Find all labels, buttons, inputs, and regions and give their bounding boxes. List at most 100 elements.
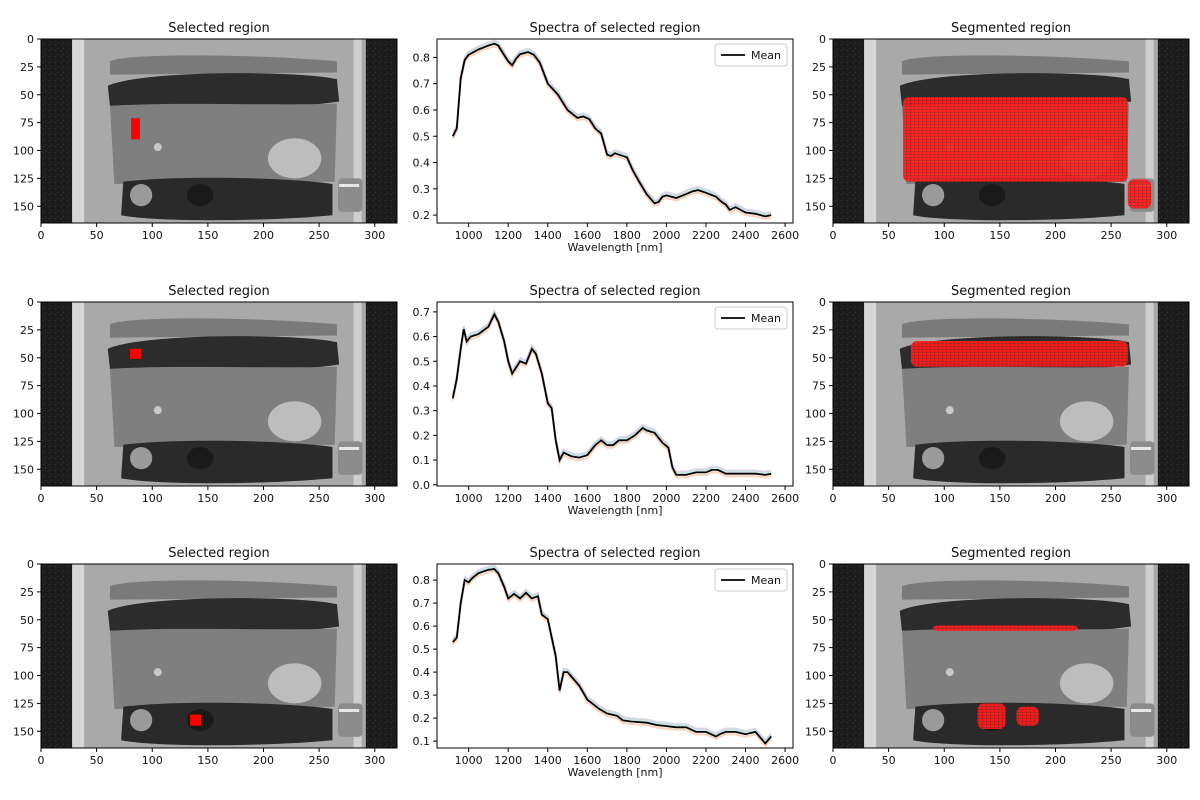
x-tick-label: 250 bbox=[1101, 229, 1122, 242]
dark-sample-band bbox=[107, 73, 340, 108]
x-tick-label: 300 bbox=[364, 492, 385, 505]
plate-edge-right bbox=[353, 564, 362, 748]
y-tick-label: 125 bbox=[805, 435, 826, 448]
y-tick-label: 0.4 bbox=[413, 666, 431, 679]
x-tick-label: 250 bbox=[1101, 754, 1122, 767]
y-tick-label: 0.2 bbox=[413, 429, 431, 442]
x-tick-label: 300 bbox=[1156, 754, 1177, 767]
y-tick-label: 25 bbox=[812, 324, 826, 337]
x-tick-label: 1200 bbox=[494, 492, 522, 505]
y-tick-label: 50 bbox=[20, 89, 34, 102]
y-tick-label: 150 bbox=[805, 463, 826, 476]
chip-glare bbox=[339, 446, 360, 450]
x-tick-label: 200 bbox=[1045, 492, 1066, 505]
y-tick-label: 0.5 bbox=[413, 355, 431, 368]
y-tick-label: 0.8 bbox=[413, 574, 431, 587]
plate-edge-right bbox=[353, 302, 362, 486]
legend-box bbox=[714, 306, 788, 330]
x-tick-label: 1800 bbox=[613, 754, 641, 767]
x-tick-label: 2000 bbox=[652, 492, 680, 505]
top-sample-band bbox=[901, 55, 1129, 75]
segmented-region-panel: Segmented region 0 50 100 150 200 250 300 0 25 50 7… bbox=[805, 21, 1190, 242]
y-tick-label: 125 bbox=[13, 435, 34, 448]
bottom-dark-blob bbox=[978, 183, 1006, 207]
side-sample-chip bbox=[1130, 441, 1155, 475]
x-tick-label: 200 bbox=[253, 229, 274, 242]
y-tick-label: 0.6 bbox=[413, 104, 431, 117]
x-tick-label: 150 bbox=[989, 492, 1010, 505]
selected-region-panel: Selected region 0 50 100 150 200 250 300 0 25 50 75… bbox=[13, 546, 398, 767]
bottom-dark-blob bbox=[186, 446, 214, 470]
y-tick-label: 0.6 bbox=[413, 620, 431, 633]
white-dot bbox=[153, 406, 162, 415]
y-tick-label: 50 bbox=[20, 352, 34, 365]
x-axis-label: Wavelength [nm] bbox=[567, 241, 662, 254]
bright-patch bbox=[267, 401, 322, 442]
spectra-title: Spectra of selected region bbox=[530, 21, 701, 36]
y-tick-label: 0.3 bbox=[413, 183, 431, 196]
y-tick-label: 125 bbox=[805, 697, 826, 710]
legend: Mean bbox=[714, 43, 788, 67]
y-tick-label: 125 bbox=[805, 172, 826, 185]
white-dot bbox=[945, 406, 954, 415]
y-tick-label: 100 bbox=[13, 145, 34, 158]
spectra-panel: Spectra of selected region 1000 1200 1400 16… bbox=[413, 21, 800, 254]
x-tick-label: 50 bbox=[882, 492, 896, 505]
pixel-spectra-band bbox=[452, 566, 772, 743]
x-tick-label: 250 bbox=[309, 229, 330, 242]
pixel-spectra-band bbox=[451, 45, 772, 220]
spectra-panel: Spectra of selected region 1000 1200 1400 16… bbox=[413, 284, 800, 517]
selection-box bbox=[131, 118, 141, 140]
y-tick-label: 0.3 bbox=[413, 689, 431, 702]
y-tick-label: 0.4 bbox=[413, 157, 431, 170]
x-tick-label: 250 bbox=[309, 754, 330, 767]
segmented-region-panel: Segmented region 0 50 100 150 200 250 300 0 25 50 7… bbox=[805, 284, 1190, 505]
y-tick-label: 100 bbox=[805, 145, 826, 158]
x-axis-label: Wavelength [nm] bbox=[567, 766, 662, 779]
x-tick-label: 2200 bbox=[692, 754, 720, 767]
y-tick-label: 0.7 bbox=[413, 306, 431, 319]
x-tick-label: 200 bbox=[253, 754, 274, 767]
spectra-panel: Spectra of selected region 1000 1200 1400 16… bbox=[413, 546, 800, 779]
plate-edge-right bbox=[1145, 564, 1154, 748]
y-tick-label: 0.3 bbox=[413, 405, 431, 418]
bright-patch bbox=[267, 138, 322, 179]
y-tick-label: 0.5 bbox=[413, 130, 431, 143]
x-tick-label: 50 bbox=[882, 754, 896, 767]
x-tick-label: 1800 bbox=[613, 492, 641, 505]
plate-edge-left bbox=[864, 564, 877, 748]
bright-patch bbox=[267, 663, 322, 704]
selected-region-panel: Selected region 0 50 100 150 200 250 300 0 25 50 75… bbox=[13, 284, 398, 505]
plot-area bbox=[436, 563, 794, 749]
x-tick-label: 1400 bbox=[534, 492, 562, 505]
x-tick-label: 100 bbox=[142, 492, 163, 505]
top-sample-band bbox=[901, 318, 1129, 338]
image-frame bbox=[40, 301, 398, 487]
top-sample-band bbox=[109, 55, 337, 75]
y-tick-label: 0.7 bbox=[413, 597, 431, 610]
legend-box bbox=[714, 43, 788, 67]
x-tick-label: 1400 bbox=[534, 754, 562, 767]
pixel-spectra-band bbox=[452, 309, 772, 473]
y-tick-label: 25 bbox=[20, 61, 34, 74]
x-tick-label: 1200 bbox=[494, 754, 522, 767]
legend-label: Mean bbox=[751, 49, 781, 62]
spectra-title: Spectra of selected region bbox=[530, 546, 701, 561]
spectra-title: Spectra of selected region bbox=[530, 284, 701, 299]
x-tick-label: 100 bbox=[142, 229, 163, 242]
dark-sample-band bbox=[899, 598, 1132, 633]
y-tick-label: 25 bbox=[812, 61, 826, 74]
y-tick-label: 150 bbox=[805, 200, 826, 213]
x-tick-label: 250 bbox=[1101, 492, 1122, 505]
x-tick-label: 2600 bbox=[771, 492, 799, 505]
bottom-dark-band bbox=[913, 440, 1125, 484]
x-tick-label: 0 bbox=[38, 754, 45, 767]
bottom-dark-band bbox=[121, 177, 333, 221]
image-frame bbox=[832, 38, 1190, 224]
bottom-light-blob bbox=[130, 708, 153, 732]
y-tick-label: 50 bbox=[20, 614, 34, 627]
pixel-spectra-band bbox=[452, 570, 772, 748]
x-tick-label: 1000 bbox=[455, 229, 483, 242]
selected-region-panel: Selected region 0 50 100 150 200 250 300 0 25 50 75… bbox=[13, 21, 398, 242]
pixel-spectra-band bbox=[452, 564, 772, 742]
